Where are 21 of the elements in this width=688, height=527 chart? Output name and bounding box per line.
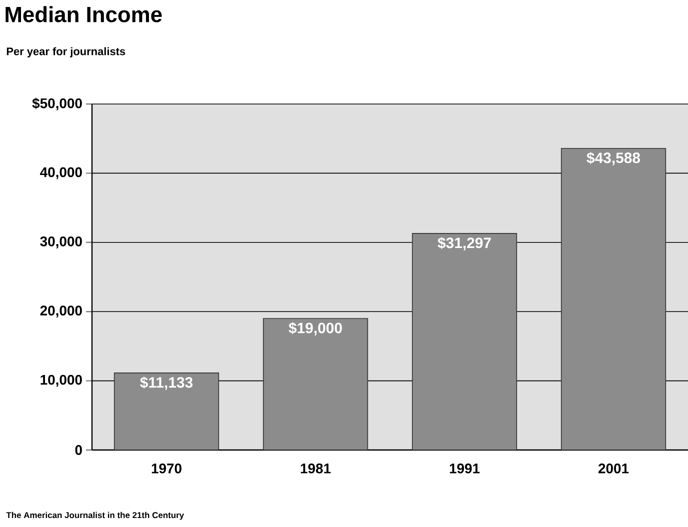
y-tick-label: 20,000 <box>40 306 82 318</box>
bar <box>412 233 518 450</box>
y-tick-label: $50,000 <box>32 98 82 110</box>
x-tick-label: 1970 <box>152 464 182 474</box>
y-tick-label: 40,000 <box>40 167 82 180</box>
data-label: $31,297 <box>438 236 491 250</box>
data-label: $19,000 <box>288 322 342 336</box>
bar <box>560 148 666 450</box>
y-tick-label: 10,000 <box>40 374 82 387</box>
data-label: $11,133 <box>140 376 193 390</box>
chart-title: Median Income <box>6 6 162 22</box>
chart-subtitle: Per year for journalists <box>6 47 126 58</box>
data-label: $43,588 <box>586 152 640 166</box>
x-tick-label: 1981 <box>300 464 331 474</box>
x-tick-label: 2001 <box>598 464 629 474</box>
x-tick-label: 1991 <box>450 464 480 474</box>
y-tick-label: 30,000 <box>40 236 82 248</box>
bar <box>262 318 368 450</box>
text: The American Journalist in the 21th Century <box>6 512 184 520</box>
bar <box>114 372 220 450</box>
y-tick-label: 0 <box>75 445 82 455</box>
